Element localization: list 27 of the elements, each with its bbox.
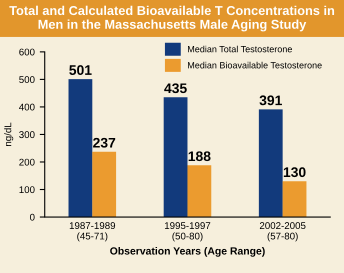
data-label: 188 (188, 151, 211, 162)
y-tick-label: 600 (19, 48, 35, 56)
data-label: 391 (259, 95, 282, 106)
data-label: 435 (164, 83, 187, 94)
bar (282, 181, 306, 218)
bar (258, 109, 283, 218)
chart-title: Total and Calculated Bioavailable T Concentrations in Men in the Massachusetts Male Aging Study (9, 6, 334, 32)
y-tick-label: 0 (30, 214, 35, 221)
bar (164, 97, 188, 218)
bar (68, 79, 92, 218)
y-tick-label: 200 (19, 158, 35, 166)
x-tick-label: 1987-1989 (45-71) (70, 222, 116, 242)
legend-label: Median Total Testosterone (188, 46, 292, 52)
data-label: 130 (284, 167, 306, 178)
x-tick-label: 2002-2005 (57-80) (260, 222, 306, 242)
legend-label: Median Bioavailable Testosterone (188, 62, 322, 68)
x-tick-label: 1995-1997 (50-80) (164, 222, 210, 242)
bar (92, 152, 116, 218)
y-tick-label: 400 (19, 104, 35, 111)
y-tick-label: 100 (20, 186, 35, 194)
bar (187, 165, 212, 218)
y-tick-label: 300 (19, 131, 35, 138)
y-axis-title: ng/dL (4, 122, 14, 146)
x-axis-title: Observation Years (Age Range) (110, 246, 265, 257)
y-tick-label: 500 (19, 76, 35, 84)
data-label: 501 (69, 65, 92, 75)
data-label: 237 (93, 138, 116, 148)
